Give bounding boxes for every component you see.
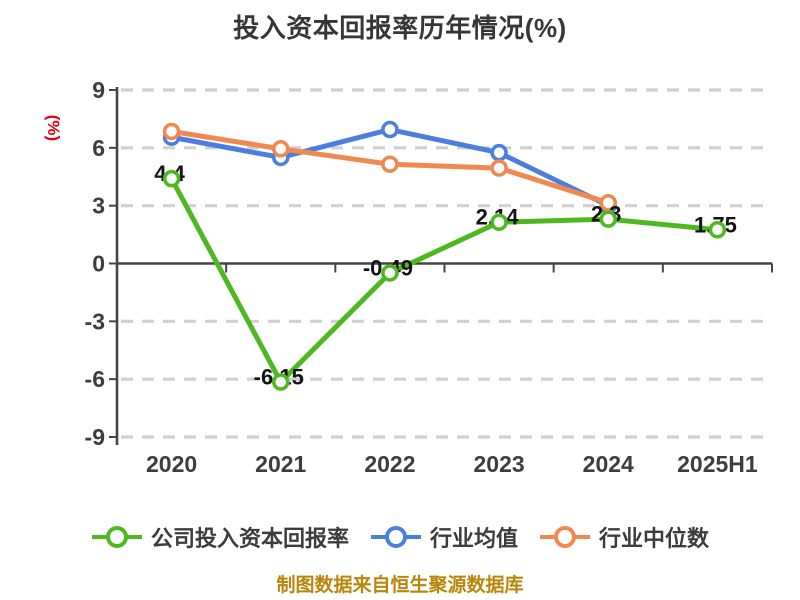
y-tick-label: 6: [92, 135, 105, 161]
y-tick-label: -3: [85, 308, 105, 334]
legend-item-company-roic[interactable]: 公司投入资本回报率: [91, 521, 349, 553]
legend-line-marker-icon: [91, 526, 142, 548]
data-point-marker: [381, 264, 399, 282]
y-tick-label: 3: [92, 193, 105, 219]
y-tick-label: 0: [92, 251, 105, 277]
legend-line-marker-icon: [370, 526, 421, 548]
data-point-marker: [381, 120, 399, 139]
data-point-marker: [490, 143, 508, 162]
y-tick-label: -6: [85, 366, 105, 392]
legend-label: 行业均值: [429, 526, 518, 551]
x-tick-label: 2021: [255, 451, 306, 477]
legend-item-industry-median[interactable]: 行业中位数: [539, 521, 709, 553]
legend-line-marker-icon: [540, 526, 590, 548]
data-point-marker: [272, 373, 290, 391]
data-source-caption: 制图数据来自恒生聚源数据库: [276, 575, 524, 596]
x-tick-label: 2023: [473, 451, 524, 477]
x-tick-label: 2020: [146, 451, 197, 477]
data-point-marker: [599, 210, 617, 228]
x-tick-label: 2024: [583, 451, 634, 477]
series-line-0: [169, 176, 720, 385]
chart-title: 投入资本回报率历年情况(%): [233, 13, 567, 43]
data-point-marker: [490, 213, 508, 231]
data-point-marker: [162, 169, 181, 188]
data-point-marker: [599, 194, 617, 212]
x-tick-label: 2022: [364, 451, 415, 477]
y-tick-label: 9: [92, 77, 105, 103]
x-tick-label: 2025H1: [677, 451, 758, 477]
legend-label: 公司投入资本回报率: [150, 526, 349, 551]
legend: 公司投入资本回报率 行业均值 行业中位数: [0, 521, 800, 553]
y-tick-label: -9: [85, 424, 105, 450]
data-point-marker: [708, 221, 727, 239]
data-point-marker: [162, 122, 181, 141]
data-point-marker: [490, 159, 508, 177]
legend-label: 行业中位数: [599, 526, 710, 551]
data-point-marker: [381, 155, 399, 173]
data-point-marker: [272, 140, 290, 158]
legend-item-industry-average[interactable]: 行业均值: [370, 521, 518, 553]
